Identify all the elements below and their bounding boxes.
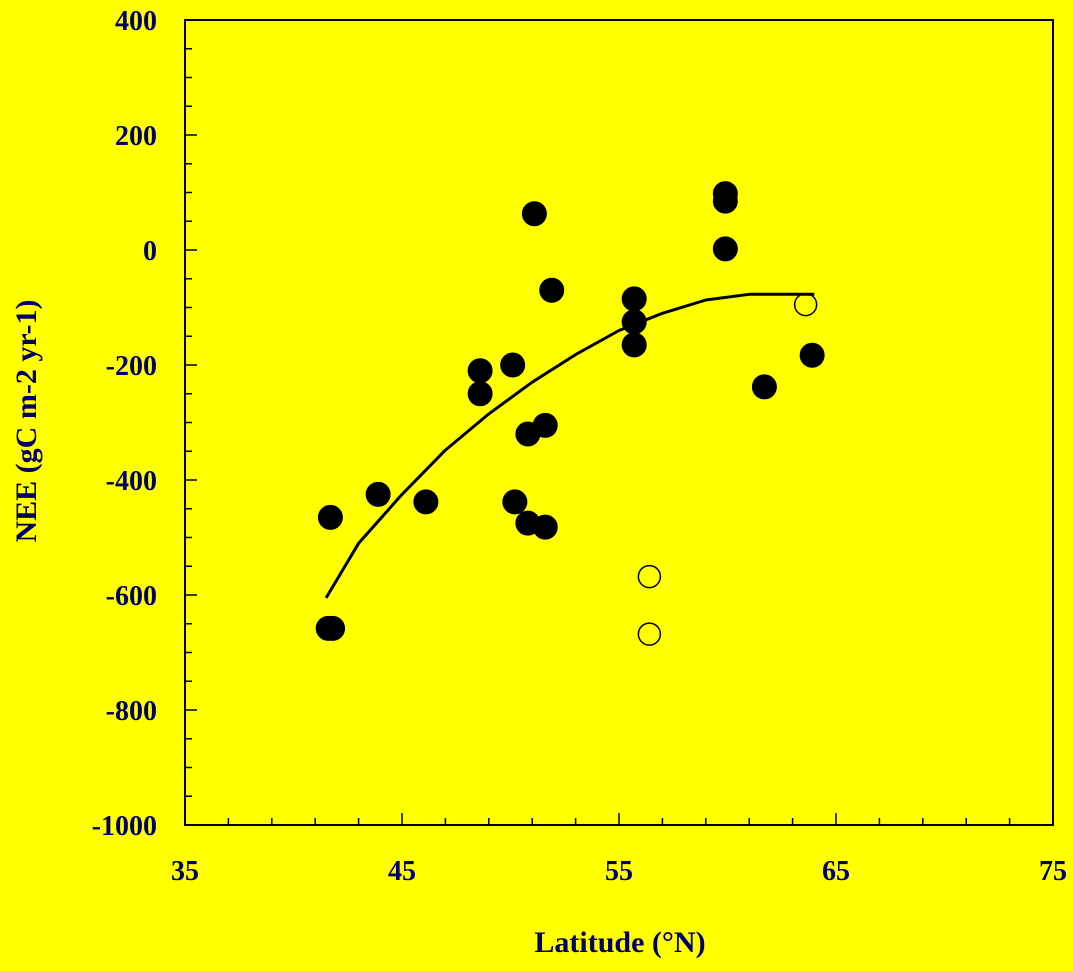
filled-marker xyxy=(413,489,439,515)
x-tick-label: 65 xyxy=(822,856,850,887)
axis-ticks xyxy=(184,19,1054,826)
filled-marker xyxy=(521,201,547,227)
y-tick-label: 200 xyxy=(115,121,157,152)
filled-marker xyxy=(365,481,391,507)
filled-marker xyxy=(467,381,493,407)
y-tick-label: 0 xyxy=(143,236,157,267)
filled-marker xyxy=(539,277,565,303)
open-marker xyxy=(637,622,662,646)
fit-line-group xyxy=(324,292,815,599)
filled-marker xyxy=(712,188,738,214)
y-tick-label: -600 xyxy=(106,581,157,612)
x-tick-label: 45 xyxy=(388,856,416,887)
filled-marker xyxy=(502,489,528,515)
y-axis-label: NEE (gC m-2 yr-1) xyxy=(10,299,43,542)
x-tick-label: 35 xyxy=(171,856,199,887)
y-tick-label: 400 xyxy=(115,6,157,37)
filled-marker xyxy=(532,514,558,540)
y-tick-label: -200 xyxy=(106,351,157,382)
x-axis-label: Latitude (°N) xyxy=(534,926,705,959)
y-tick-label: -400 xyxy=(106,466,157,497)
filled-marker xyxy=(320,615,346,641)
x-axis-tick-labels: 35 45 55 65 75 xyxy=(171,856,1067,887)
data-markers xyxy=(315,181,825,646)
x-tick-label: 75 xyxy=(1039,856,1067,887)
filled-marker xyxy=(532,412,558,438)
y-tick-label: -1000 xyxy=(92,811,157,842)
filled-marker xyxy=(621,332,647,358)
filled-marker xyxy=(467,358,493,384)
filled-marker xyxy=(621,309,647,335)
filled-marker xyxy=(317,504,343,530)
open-marker xyxy=(793,292,818,317)
filled-marker xyxy=(500,352,526,378)
fit-line xyxy=(324,292,815,599)
filled-marker xyxy=(751,374,777,400)
open-marker xyxy=(637,564,662,589)
y-axis-tick-labels: 400 200 0 -200 -400 -600 -800 -1000 xyxy=(92,6,157,842)
y-tick-label: -800 xyxy=(106,696,157,727)
filled-marker xyxy=(621,286,647,312)
x-tick-label: 55 xyxy=(605,856,633,887)
filled-marker xyxy=(712,236,738,262)
filled-marker xyxy=(799,342,825,368)
